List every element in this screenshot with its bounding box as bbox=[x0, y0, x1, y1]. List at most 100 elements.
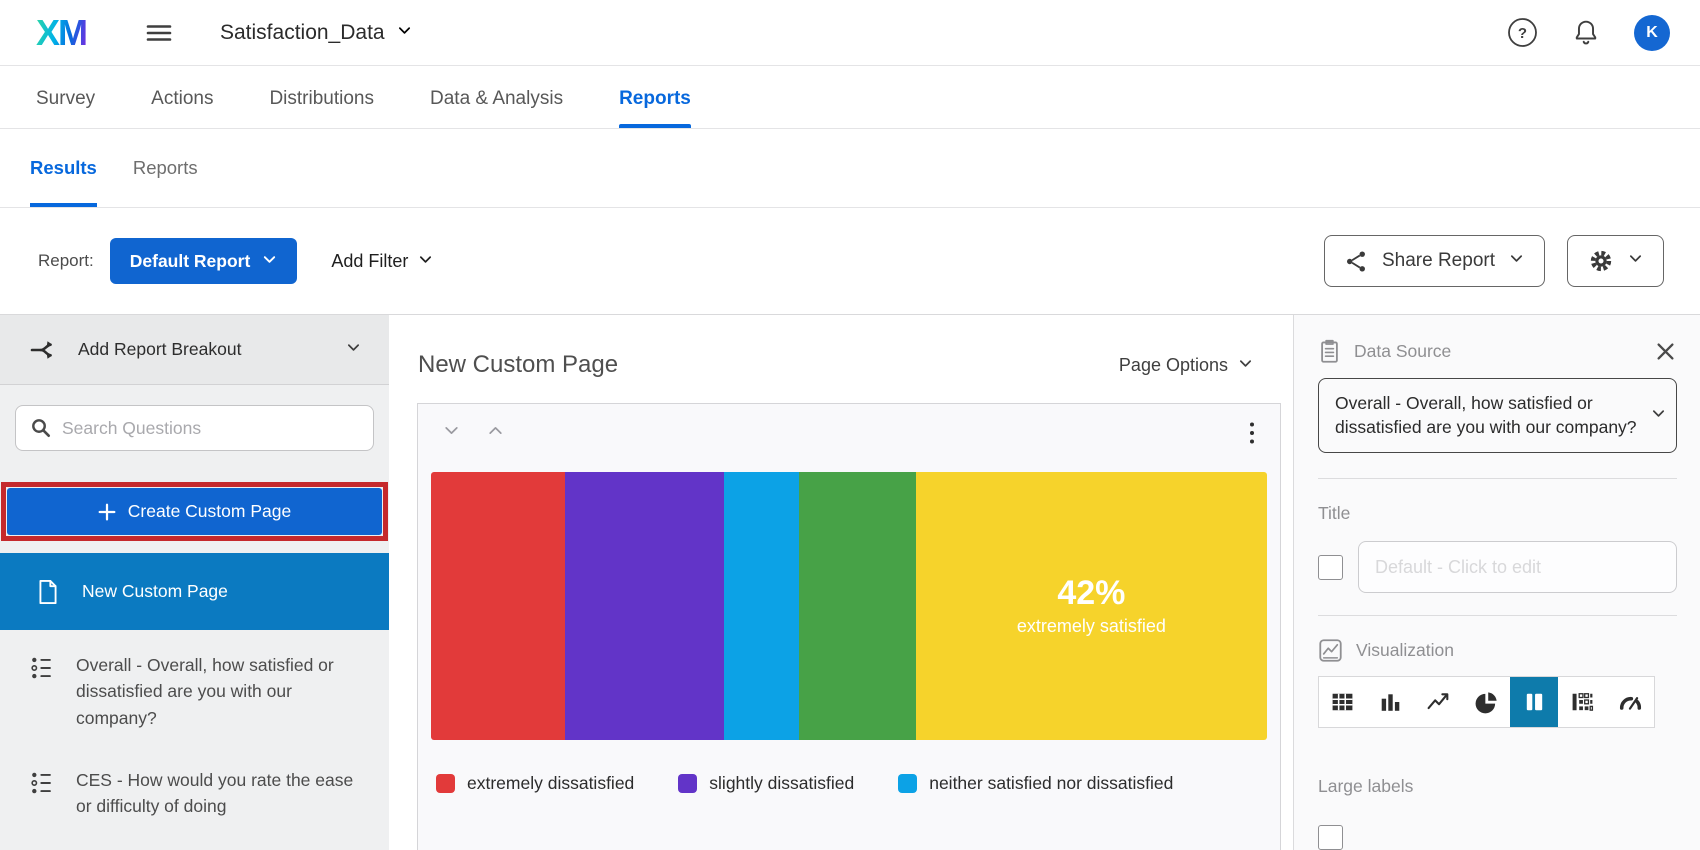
bar-segment-extremely-dissatisfied[interactable] bbox=[431, 472, 565, 740]
legend-swatch bbox=[678, 774, 698, 793]
move-widget-up-icon[interactable] bbox=[487, 422, 504, 444]
add-filter-label: Add Filter bbox=[331, 250, 409, 271]
question-list-icon bbox=[30, 770, 58, 820]
notifications-bell-icon[interactable] bbox=[1572, 18, 1600, 48]
svg-text:?: ? bbox=[1518, 25, 1527, 42]
chevron-down-icon bbox=[346, 340, 361, 360]
question-text: Overall - Overall, how satisfied or diss… bbox=[76, 655, 334, 728]
project-name: Satisfaction_Data bbox=[220, 20, 385, 44]
legend-item-slightly-dissatisfied: slightly dissatisfied bbox=[678, 773, 854, 794]
viz-option-data-table[interactable] bbox=[1319, 677, 1367, 727]
report-selector-label: Default Report bbox=[129, 250, 251, 271]
viz-option-line-chart[interactable] bbox=[1415, 677, 1463, 727]
breakdown-bar-icon bbox=[1523, 691, 1546, 713]
divider bbox=[1318, 615, 1677, 617]
bar-segment-extremely-satisfied[interactable]: 42% extremely satisfied bbox=[915, 472, 1267, 740]
xm-logo: XM bbox=[36, 11, 88, 53]
report-sidebar: Add Report Breakout Create Custom Page N… bbox=[0, 315, 389, 850]
sidebar-question-item[interactable]: Overall - Overall, how satisfied or diss… bbox=[30, 652, 365, 731]
tab-distributions[interactable]: Distributions bbox=[269, 88, 374, 109]
widget-menu-icon[interactable] bbox=[1243, 420, 1261, 446]
bar-chart-icon bbox=[1379, 691, 1402, 713]
share-report-label: Share Report bbox=[1381, 250, 1495, 271]
chevron-down-icon bbox=[1509, 250, 1524, 272]
title-input[interactable] bbox=[1358, 541, 1677, 594]
bar-segment-slightly-dissatisfied[interactable] bbox=[564, 472, 724, 740]
visualization-settings-panel: Data Source Overall - Overall, how satis… bbox=[1293, 315, 1700, 850]
chevron-down-icon bbox=[418, 251, 433, 272]
plus-icon bbox=[98, 503, 116, 521]
visualization-label: Visualization bbox=[1356, 640, 1454, 661]
add-report-breakout[interactable]: Add Report Breakout bbox=[0, 315, 389, 385]
search-questions-input[interactable] bbox=[62, 417, 359, 439]
project-selector[interactable]: Satisfaction_Data bbox=[220, 21, 412, 45]
subtab-reports[interactable]: Reports bbox=[132, 157, 198, 178]
stacked-bar-chart: 42% extremely satisfied bbox=[431, 472, 1267, 740]
chevron-down-icon bbox=[262, 251, 277, 272]
viz-option-breakdown-bar[interactable] bbox=[1510, 677, 1559, 728]
viz-option-results-table[interactable] bbox=[1558, 677, 1606, 727]
data-source-label: Data Source bbox=[1354, 341, 1452, 361]
data-source-selector[interactable]: Overall - Overall, how satisfied or diss… bbox=[1318, 378, 1677, 454]
share-icon bbox=[1345, 250, 1368, 273]
tab-reports[interactable]: Reports bbox=[619, 66, 691, 128]
chevron-down-icon bbox=[397, 23, 412, 43]
clipboard-icon bbox=[1318, 339, 1341, 364]
main-panel: New Custom Page Page Options 42% extremel… bbox=[389, 315, 1293, 850]
divider bbox=[1318, 478, 1677, 480]
large-labels-checkbox[interactable] bbox=[1318, 825, 1343, 850]
close-panel-icon[interactable] bbox=[1654, 340, 1677, 363]
gear-icon bbox=[1588, 248, 1614, 274]
create-custom-page-button[interactable]: Create Custom Page bbox=[7, 488, 382, 535]
subtab-results[interactable]: Results bbox=[30, 129, 97, 207]
help-icon[interactable]: ? bbox=[1507, 17, 1538, 48]
search-icon bbox=[30, 417, 52, 439]
report-toolbar: Report: Default Report Add Filter Share … bbox=[0, 208, 1700, 315]
page-icon bbox=[36, 578, 60, 606]
legend-label: slightly dissatisfied bbox=[709, 773, 855, 793]
title-checkbox[interactable] bbox=[1318, 554, 1343, 580]
viz-option-gauge-chart[interactable] bbox=[1606, 677, 1654, 727]
tab-actions[interactable]: Actions bbox=[151, 88, 214, 109]
sidebar-question-item[interactable]: CES - How would you rate the ease or dif… bbox=[30, 767, 365, 820]
chevron-down-icon bbox=[1651, 406, 1666, 426]
legend-item-extremely-dissatisfied: extremely dissatisfied bbox=[436, 773, 634, 794]
bar-segment-3[interactable] bbox=[798, 472, 916, 740]
chart-legend: extremely dissatisfied slightly dissatisf… bbox=[431, 773, 1267, 794]
report-selector-button[interactable]: Default Report bbox=[109, 238, 298, 284]
legend-swatch bbox=[436, 774, 455, 793]
main-nav: Survey Actions Distributions Data & Analysi… bbox=[0, 66, 1700, 129]
breakout-label: Add Report Breakout bbox=[78, 339, 242, 359]
share-report-button[interactable]: Share Report bbox=[1323, 235, 1545, 287]
avatar[interactable]: K bbox=[1634, 14, 1670, 51]
bar-segment-neither-satisfied-nor-dissatisfied[interactable] bbox=[723, 472, 799, 740]
question-list: Overall - Overall, how satisfied or diss… bbox=[0, 630, 389, 819]
add-filter-button[interactable]: Add Filter bbox=[331, 251, 433, 272]
question-text: CES - How would you rate the ease or dif… bbox=[76, 769, 354, 816]
viz-option-pie-chart[interactable] bbox=[1463, 677, 1511, 727]
legend-swatch bbox=[898, 774, 918, 793]
gauge-chart-icon bbox=[1618, 691, 1643, 713]
tab-survey[interactable]: Survey bbox=[36, 88, 96, 109]
move-widget-down-icon[interactable] bbox=[443, 422, 460, 444]
question-list-icon bbox=[30, 655, 58, 731]
top-bar: XM Satisfaction_Data ? K bbox=[0, 0, 1700, 66]
hamburger-menu-icon[interactable] bbox=[144, 20, 174, 46]
create-custom-page-label: Create Custom Page bbox=[127, 501, 292, 521]
chevron-down-icon bbox=[1628, 250, 1643, 272]
page-item-label: New Custom Page bbox=[82, 581, 228, 601]
data-source-value: Overall - Overall, how satisfied or diss… bbox=[1335, 393, 1637, 437]
report-settings-button[interactable] bbox=[1567, 235, 1664, 287]
legend-label: neither satisfied nor dissatisfied bbox=[929, 773, 1174, 793]
page-options-label: Page Options bbox=[1118, 354, 1228, 375]
large-labels-label: Large labels bbox=[1318, 776, 1414, 797]
create-custom-page-highlight: Create Custom Page bbox=[1, 482, 388, 541]
visualization-type-picker bbox=[1318, 676, 1655, 729]
sidebar-item-new-custom-page[interactable]: New Custom Page bbox=[0, 553, 389, 630]
page-options-button[interactable]: Page Options bbox=[1119, 355, 1253, 376]
legend-label: extremely dissatisfied bbox=[467, 773, 635, 793]
viz-option-bar-chart[interactable] bbox=[1367, 677, 1415, 727]
segment-text-label: extremely satisfied bbox=[1016, 616, 1166, 637]
legend-item-neither-satisfied-nor-dissatisfied: neither satisfied nor dissatisfied bbox=[898, 773, 1173, 794]
tab-data-analysis[interactable]: Data & Analysis bbox=[430, 88, 564, 109]
